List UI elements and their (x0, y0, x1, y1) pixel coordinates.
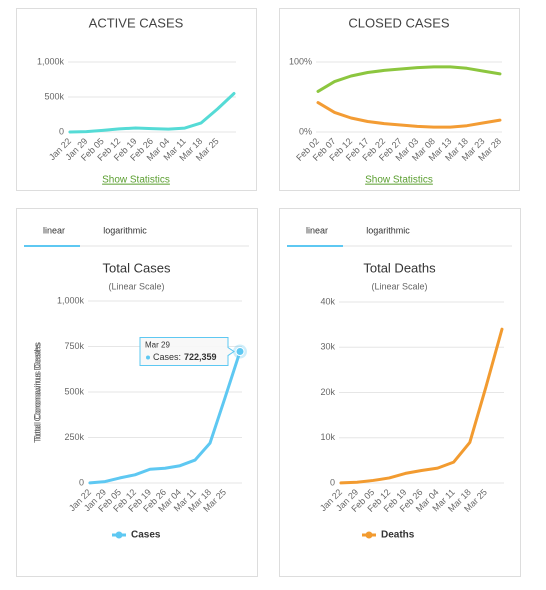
y-tick-label: 250k (64, 432, 84, 442)
y-axis-title: Total Coronavirus Cases (32, 342, 42, 441)
y-tick-label: 30k (320, 342, 335, 352)
y-tick-label: 500k (44, 91, 64, 101)
panel (16, 8, 257, 191)
panel-title: ACTIVE CASES (89, 15, 184, 30)
legend-label: Deaths (381, 530, 415, 541)
tab[interactable]: logarithmic (366, 225, 410, 235)
y-tick-label: 500k (64, 386, 84, 396)
panel-title: CLOSED CASES (348, 15, 449, 30)
y-tick-label: 750k (64, 341, 84, 351)
line-series (316, 65, 502, 93)
chart-title: Total Cases (103, 260, 171, 275)
y-tick-label: 40k (320, 296, 335, 306)
legend-swatch-dot (115, 531, 123, 539)
line-series (68, 92, 236, 134)
line-series (339, 327, 504, 485)
y-tick-label: 100% (289, 56, 312, 66)
tab[interactable]: linear (306, 225, 328, 235)
show-statistics-link[interactable]: Show Statistics (102, 175, 170, 186)
y-tick-label: 0 (79, 477, 84, 487)
tooltip-name: Cases: (153, 352, 181, 362)
y-tick-label: 0% (299, 126, 312, 136)
chart-subtitle: (Linear Scale) (371, 281, 427, 291)
chart-subtitle: (Linear Scale) (108, 281, 164, 291)
tooltip-date: Mar 29 (145, 341, 170, 350)
y-tick-label: 1,000k (57, 295, 85, 305)
panel (279, 8, 520, 191)
line-series (316, 101, 502, 129)
y-tick-label: 0 (59, 126, 64, 136)
y-tick-label: 0 (330, 477, 335, 487)
line-series (88, 350, 242, 485)
tab[interactable]: linear (43, 225, 65, 235)
chart-title: Total Deaths (363, 260, 436, 275)
legend-label: Cases (131, 530, 161, 541)
tab[interactable]: logarithmic (103, 225, 147, 235)
y-tick-label: 10k (320, 432, 335, 442)
tooltip-dot (146, 355, 150, 360)
tooltip-box (139, 337, 235, 367)
tooltip-value: 722,359 (184, 352, 217, 362)
show-statistics-link[interactable]: Show Statistics (365, 175, 433, 186)
y-tick-label: 20k (320, 387, 335, 397)
legend-swatch-dot (365, 531, 373, 539)
y-tick-label: 1,000k (37, 56, 65, 66)
hover-point (235, 347, 245, 357)
y-axis-title: Total Coronavirus Deaths (32, 341, 42, 443)
